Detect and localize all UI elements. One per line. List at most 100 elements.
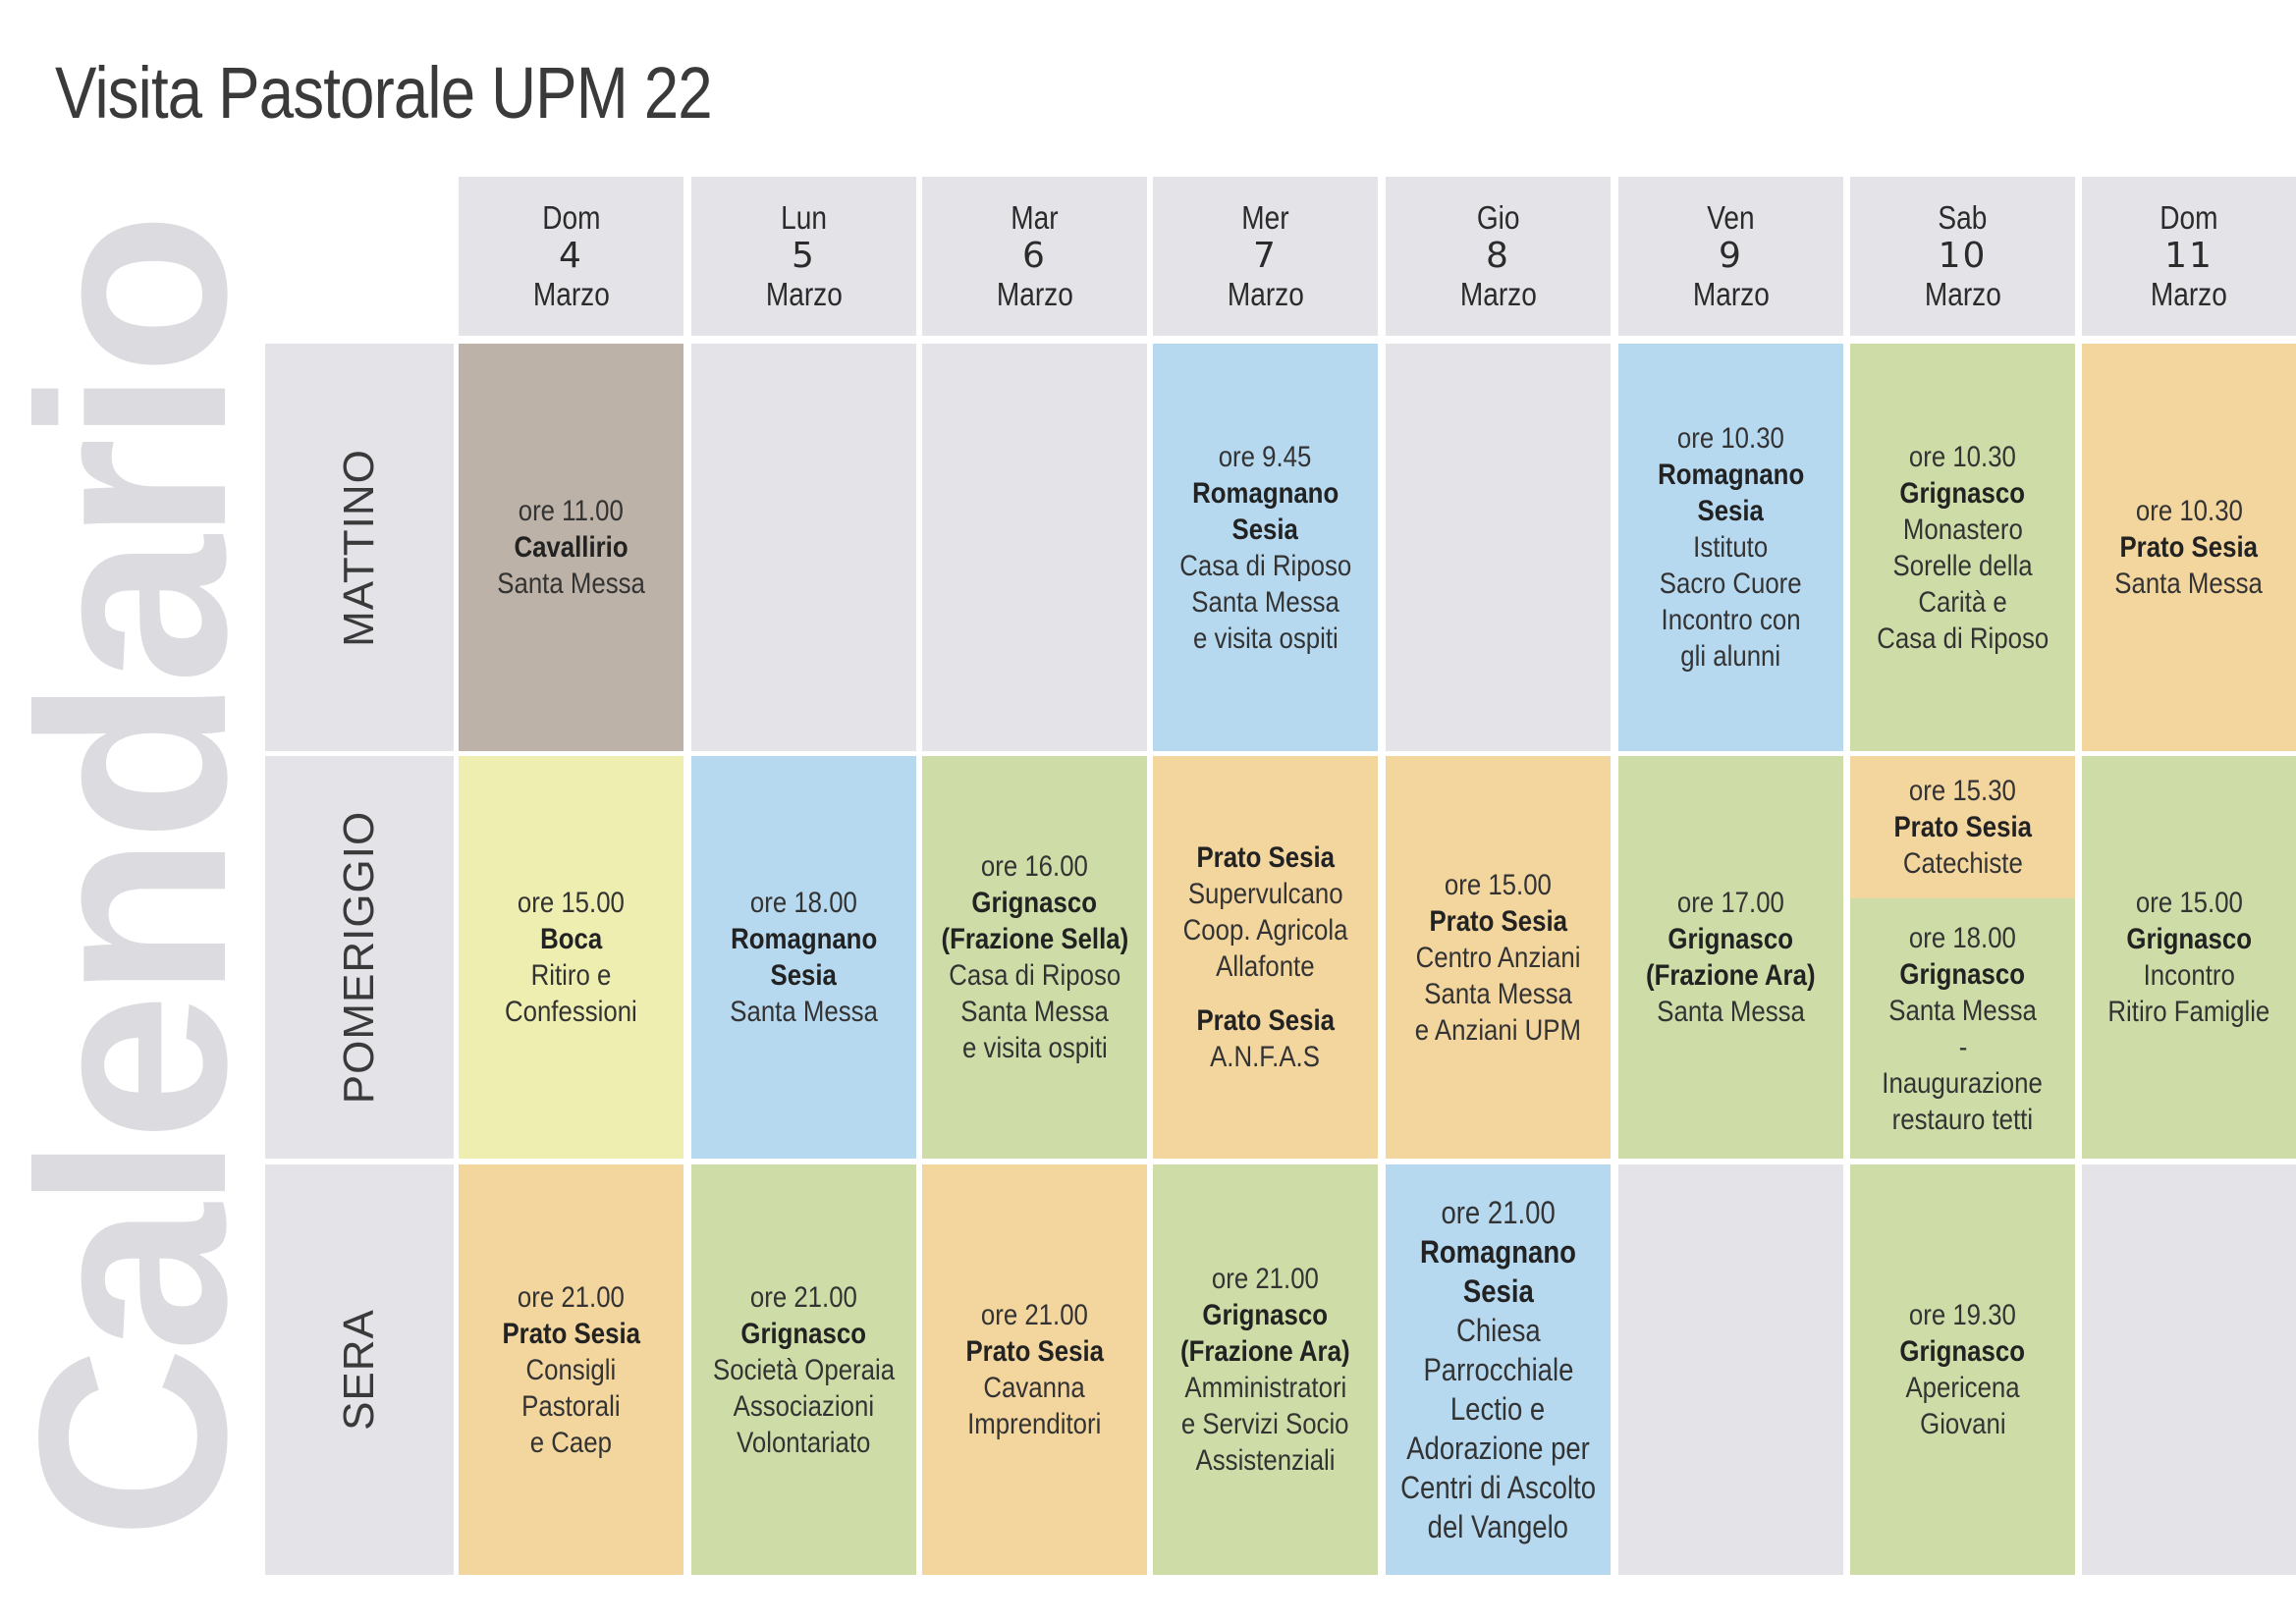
event-time: ore 10.30 — [1676, 422, 1785, 455]
day-header-dom-11: Dom 11 Marzo — [2082, 177, 2296, 336]
event-desc: Centro Anziani — [1415, 941, 1581, 974]
day-number: 5 — [792, 236, 816, 276]
page-title: Visita Pastorale UPM 22 — [55, 52, 713, 134]
event-desc: restauro tetti — [1891, 1103, 2034, 1136]
event-pomeriggio-mer-7: Prato Sesia Supervulcano Coop. Agricola … — [1153, 756, 1378, 1159]
day-header-mar-6: Mar 6 Marzo — [922, 177, 1147, 336]
event-desc: Santa Messa — [1424, 977, 1572, 1010]
event-desc: Cavanna — [983, 1372, 1086, 1404]
event-desc: Carità e — [1918, 585, 2007, 619]
event-time: ore 17.00 — [1676, 887, 1785, 919]
event-time: ore 18.00 — [749, 887, 858, 919]
event-desc: Centri di Ascolto — [1400, 1470, 1596, 1505]
event-desc: Lectio e — [1450, 1391, 1546, 1427]
event-time: ore 15.00 — [517, 887, 626, 919]
event-desc: Sorelle della — [1892, 549, 2033, 582]
day-name: Ven — [1707, 199, 1755, 236]
event-place: Prato Sesia — [502, 1317, 640, 1350]
event-desc: Santa Messa — [2114, 568, 2264, 600]
side-title-text: Calendario — [0, 218, 265, 1540]
event-sera-lun-5: ore 21.00 Grignasco Società Operaia Asso… — [691, 1164, 916, 1575]
event-sera-dom-4: ore 21.00 Prato Sesia Consigli Pastorali… — [459, 1164, 683, 1575]
day-month: Marzo — [1924, 276, 2001, 312]
day-month: Marzo — [765, 276, 843, 312]
event-time: ore 10.30 — [2135, 495, 2243, 527]
event-desc: Inaugurazione — [1882, 1066, 2044, 1100]
event-desc: Confessioni — [505, 996, 637, 1028]
event-time: ore 19.30 — [1908, 1299, 2017, 1331]
day-month: Marzo — [996, 276, 1073, 312]
event-desc: e visita ospiti — [1192, 622, 1339, 655]
event-time: ore 11.00 — [518, 495, 625, 527]
event-place: Grignasco — [1667, 923, 1794, 955]
event-pomeriggio-dom-4: ore 15.00 Boca Ritiro e Confessioni — [459, 756, 683, 1159]
event-desc: - — [1958, 1030, 1967, 1063]
event-place: (Frazione Ara) — [1646, 959, 1816, 992]
event-desc: Pastorali — [521, 1389, 621, 1423]
day-month: Marzo — [2151, 276, 2227, 312]
empty-cell-sera-ven-9 — [1618, 1164, 1843, 1575]
event-mattino-dom-11: ore 10.30 Prato Sesia Santa Messa — [2082, 344, 2296, 751]
event-place: Sesia — [1462, 1273, 1534, 1309]
event-desc: Sacro Cuore — [1660, 568, 1802, 600]
event-place: Grignasco — [2126, 923, 2252, 955]
event-place: (Frazione Sella) — [941, 923, 1128, 955]
event-mattino-mer-7: ore 9.45 Romagnano Sesia Casa di Riposo … — [1153, 344, 1378, 751]
event-time: ore 21.00 — [980, 1299, 1089, 1331]
row-label-text: SERA — [335, 1309, 383, 1431]
event-desc: Santa Messa — [497, 568, 645, 600]
event-desc: Santa Messa — [1657, 996, 1805, 1028]
event-desc: Santa Messa — [730, 996, 878, 1028]
event-place: Prato Sesia — [1429, 904, 1567, 938]
event-pomeriggio-gio-8: ore 15.00 Prato Sesia Centro Anziani San… — [1386, 756, 1611, 1159]
day-header-lun-5: Lun 5 Marzo — [691, 177, 916, 336]
day-month: Marzo — [1692, 276, 1770, 312]
day-number: 6 — [1022, 236, 1047, 276]
event-place: Romagnano — [1419, 1234, 1576, 1270]
event-desc: Santa Messa — [1888, 994, 2037, 1027]
event-desc: Parrocchiale — [1423, 1352, 1573, 1387]
event-desc: Apericena — [1905, 1372, 2020, 1404]
event-desc: Società Operaia — [712, 1353, 896, 1386]
event-desc: Coop. Agricola — [1182, 914, 1348, 947]
event-desc: Associazioni — [733, 1389, 875, 1423]
event-place: Grignasco — [740, 1317, 867, 1350]
row-label-mattino: MATTINO — [265, 344, 454, 751]
event-desc: Catechiste — [1902, 847, 2023, 880]
day-number: 11 — [2164, 236, 2214, 276]
event-desc: Santa Messa — [1191, 585, 1339, 619]
event-desc: gli alunni — [1680, 640, 1781, 673]
event-desc: Incontro — [2143, 959, 2235, 992]
event-sera-gio-8: ore 21.00 Romagnano Sesia Chiesa Parrocc… — [1386, 1164, 1611, 1575]
event-place: Grignasco — [1899, 957, 2026, 991]
event-pomeriggio-dom-11: ore 15.00 Grignasco Incontro Ritiro Fami… — [2082, 756, 2296, 1159]
event-desc: Volontariato — [737, 1426, 871, 1459]
event-place: Prato Sesia — [2119, 531, 2259, 564]
event-desc: Incontro con — [1661, 604, 1801, 636]
event-desc: e Caep — [529, 1426, 613, 1459]
event-place: Romagnano — [1191, 476, 1339, 510]
day-header-gio-8: Gio 8 Marzo — [1386, 177, 1611, 336]
day-name: Mer — [1241, 199, 1289, 236]
event-desc: Casa di Riposo — [1877, 622, 2049, 655]
event-desc: Monastero — [1902, 513, 2023, 546]
event-desc: e visita ospiti — [961, 1032, 1108, 1064]
event-time: ore 15.30 — [1908, 775, 2017, 807]
side-title-calendario: Calendario — [0, 157, 265, 1600]
day-name: Gio — [1476, 199, 1520, 236]
day-month: Marzo — [1227, 276, 1304, 312]
event-time: ore 9.45 — [1219, 440, 1312, 473]
event-sera-mer-7: ore 21.00 Grignasco (Frazione Ara) Ammin… — [1153, 1164, 1378, 1575]
event-pomeriggio-mar-6: ore 16.00 Grignasco (Frazione Sella) Cas… — [922, 756, 1147, 1159]
event-place: Sesia — [1697, 495, 1765, 527]
day-header-mer-7: Mer 7 Marzo — [1153, 177, 1378, 336]
event-mattino-dom-4: ore 11.00 Cavallirio Santa Messa — [459, 344, 683, 751]
event-place: Sesia — [1231, 513, 1299, 546]
event-time: ore 10.30 — [1908, 440, 2017, 473]
event-time: ore 21.00 — [517, 1280, 626, 1314]
day-number: 8 — [1486, 236, 1510, 276]
event-desc: Amministratori — [1184, 1372, 1346, 1404]
event-desc: del Vangelo — [1427, 1509, 1569, 1544]
event-place: Prato Sesia — [965, 1335, 1104, 1368]
empty-cell-sera-dom-11 — [2082, 1164, 2296, 1575]
